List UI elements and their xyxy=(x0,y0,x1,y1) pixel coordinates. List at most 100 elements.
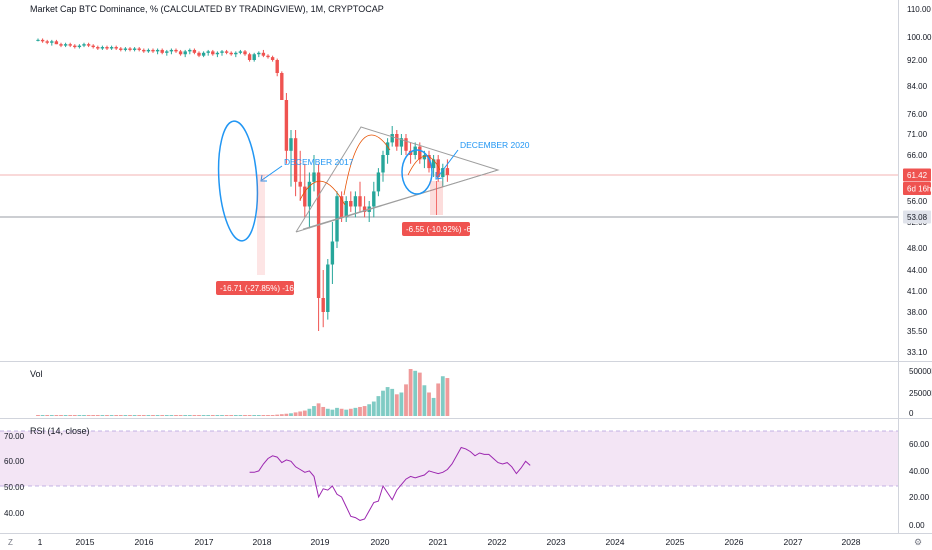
triangle-inner-line xyxy=(302,169,499,230)
annotation-text: DECEMBER 2017 xyxy=(284,157,354,167)
volume-bar xyxy=(394,394,399,416)
candle-body xyxy=(128,48,132,50)
candle-body xyxy=(91,45,95,48)
candle-body xyxy=(197,52,201,56)
candle-body xyxy=(247,54,252,60)
candle-body xyxy=(105,47,109,49)
volume-bar xyxy=(339,408,344,416)
candle-body xyxy=(86,44,91,46)
candle-body xyxy=(220,51,224,53)
candle-body xyxy=(353,196,358,207)
measure-range xyxy=(257,175,265,275)
candle-body xyxy=(252,54,256,60)
volume-bar xyxy=(105,415,109,416)
volume-bar xyxy=(45,415,50,416)
volume-bar xyxy=(59,415,63,416)
annotation-arrow xyxy=(261,165,283,181)
candle-body xyxy=(188,49,192,52)
candle-body xyxy=(96,47,100,49)
volume-bar xyxy=(68,415,73,416)
volume-bar xyxy=(367,404,372,416)
candle-body xyxy=(445,168,450,175)
candle-body xyxy=(339,196,344,218)
candle-body xyxy=(36,39,40,41)
candle-body xyxy=(238,51,243,53)
volume-bar xyxy=(270,415,275,416)
candle-body xyxy=(174,49,178,52)
time-tick-label: 2028 xyxy=(842,537,861,547)
candle-body xyxy=(73,45,77,48)
candle-body xyxy=(275,60,279,73)
price-tick-label: 44.00 xyxy=(907,266,928,275)
candle-body xyxy=(123,48,128,50)
volume-bar xyxy=(183,415,188,416)
candle-body xyxy=(45,41,49,43)
candle-body xyxy=(326,264,330,312)
volume-bar xyxy=(201,415,206,416)
time-tick-label: 2025 xyxy=(666,537,685,547)
volume-bar xyxy=(330,409,335,416)
arc-curve xyxy=(407,155,441,176)
candle-body xyxy=(82,44,86,46)
price-tick-label: 92.00 xyxy=(907,56,928,65)
last-price-label: 61.42 xyxy=(907,171,928,180)
annotation-arrowhead xyxy=(435,172,443,180)
candle-body xyxy=(211,51,215,55)
candle-body xyxy=(298,181,302,187)
volume-bar xyxy=(312,406,316,416)
candle-body xyxy=(229,52,233,55)
rsi-right-tick-label: 0.00 xyxy=(909,521,925,530)
candle-body xyxy=(390,134,394,143)
candle-body xyxy=(261,52,266,56)
volume-bar xyxy=(54,415,59,416)
price-tick-label: 84.00 xyxy=(907,82,928,91)
volume-bar xyxy=(210,415,215,416)
volume-bar xyxy=(256,415,261,416)
time-tick-label: 2020 xyxy=(371,537,390,547)
volume-bar xyxy=(417,372,422,416)
chart-title: Market Cap BTC Dominance, % (CALCULATED … xyxy=(30,4,384,14)
reference-price-badge xyxy=(903,210,931,224)
volume-bar xyxy=(431,397,436,416)
time-tick-label: 1 xyxy=(38,537,43,547)
countdown-label: 6d 16h xyxy=(907,185,931,194)
volume-bar xyxy=(197,415,201,416)
candle-body xyxy=(169,49,174,52)
candle-body xyxy=(178,51,183,55)
candle-body xyxy=(257,52,261,55)
rsi-left-tick-label: 70.00 xyxy=(4,432,25,441)
volume-bar xyxy=(229,415,234,416)
volume-bar xyxy=(146,415,151,416)
candle-body xyxy=(270,57,275,60)
candle-body xyxy=(330,241,335,265)
annotation-arrow xyxy=(436,149,459,179)
rsi-left-tick-label: 50.00 xyxy=(4,483,25,492)
volume-bar xyxy=(187,415,192,416)
time-tick-label: 2016 xyxy=(135,537,154,547)
volume-bar xyxy=(151,415,155,416)
price-tick-label: 71.00 xyxy=(907,130,928,139)
candle-body xyxy=(399,138,404,147)
candle-body xyxy=(40,39,45,42)
rsi-pane-label: RSI (14, close) xyxy=(30,426,90,436)
highlight-ellipse xyxy=(217,120,259,242)
candle-body xyxy=(165,51,169,53)
volume-bar xyxy=(215,415,220,416)
volume-bar xyxy=(252,415,257,416)
volume-bar xyxy=(141,415,146,416)
candle-body xyxy=(132,48,137,50)
volume-tick-label: 50000B xyxy=(909,367,932,376)
candle-body xyxy=(160,49,164,53)
time-tick-label: 2015 xyxy=(76,537,95,547)
volume-bar xyxy=(91,415,96,416)
volume-bar xyxy=(427,392,431,416)
volume-bar xyxy=(302,410,307,416)
candle-body xyxy=(68,44,72,46)
candle-body xyxy=(119,48,123,50)
price-tick-label: 35.50 xyxy=(907,327,928,336)
time-tick-label: 2021 xyxy=(429,537,448,547)
volume-bar xyxy=(325,408,330,416)
volume-bar xyxy=(137,415,142,416)
time-tick-label: 2024 xyxy=(606,537,625,547)
